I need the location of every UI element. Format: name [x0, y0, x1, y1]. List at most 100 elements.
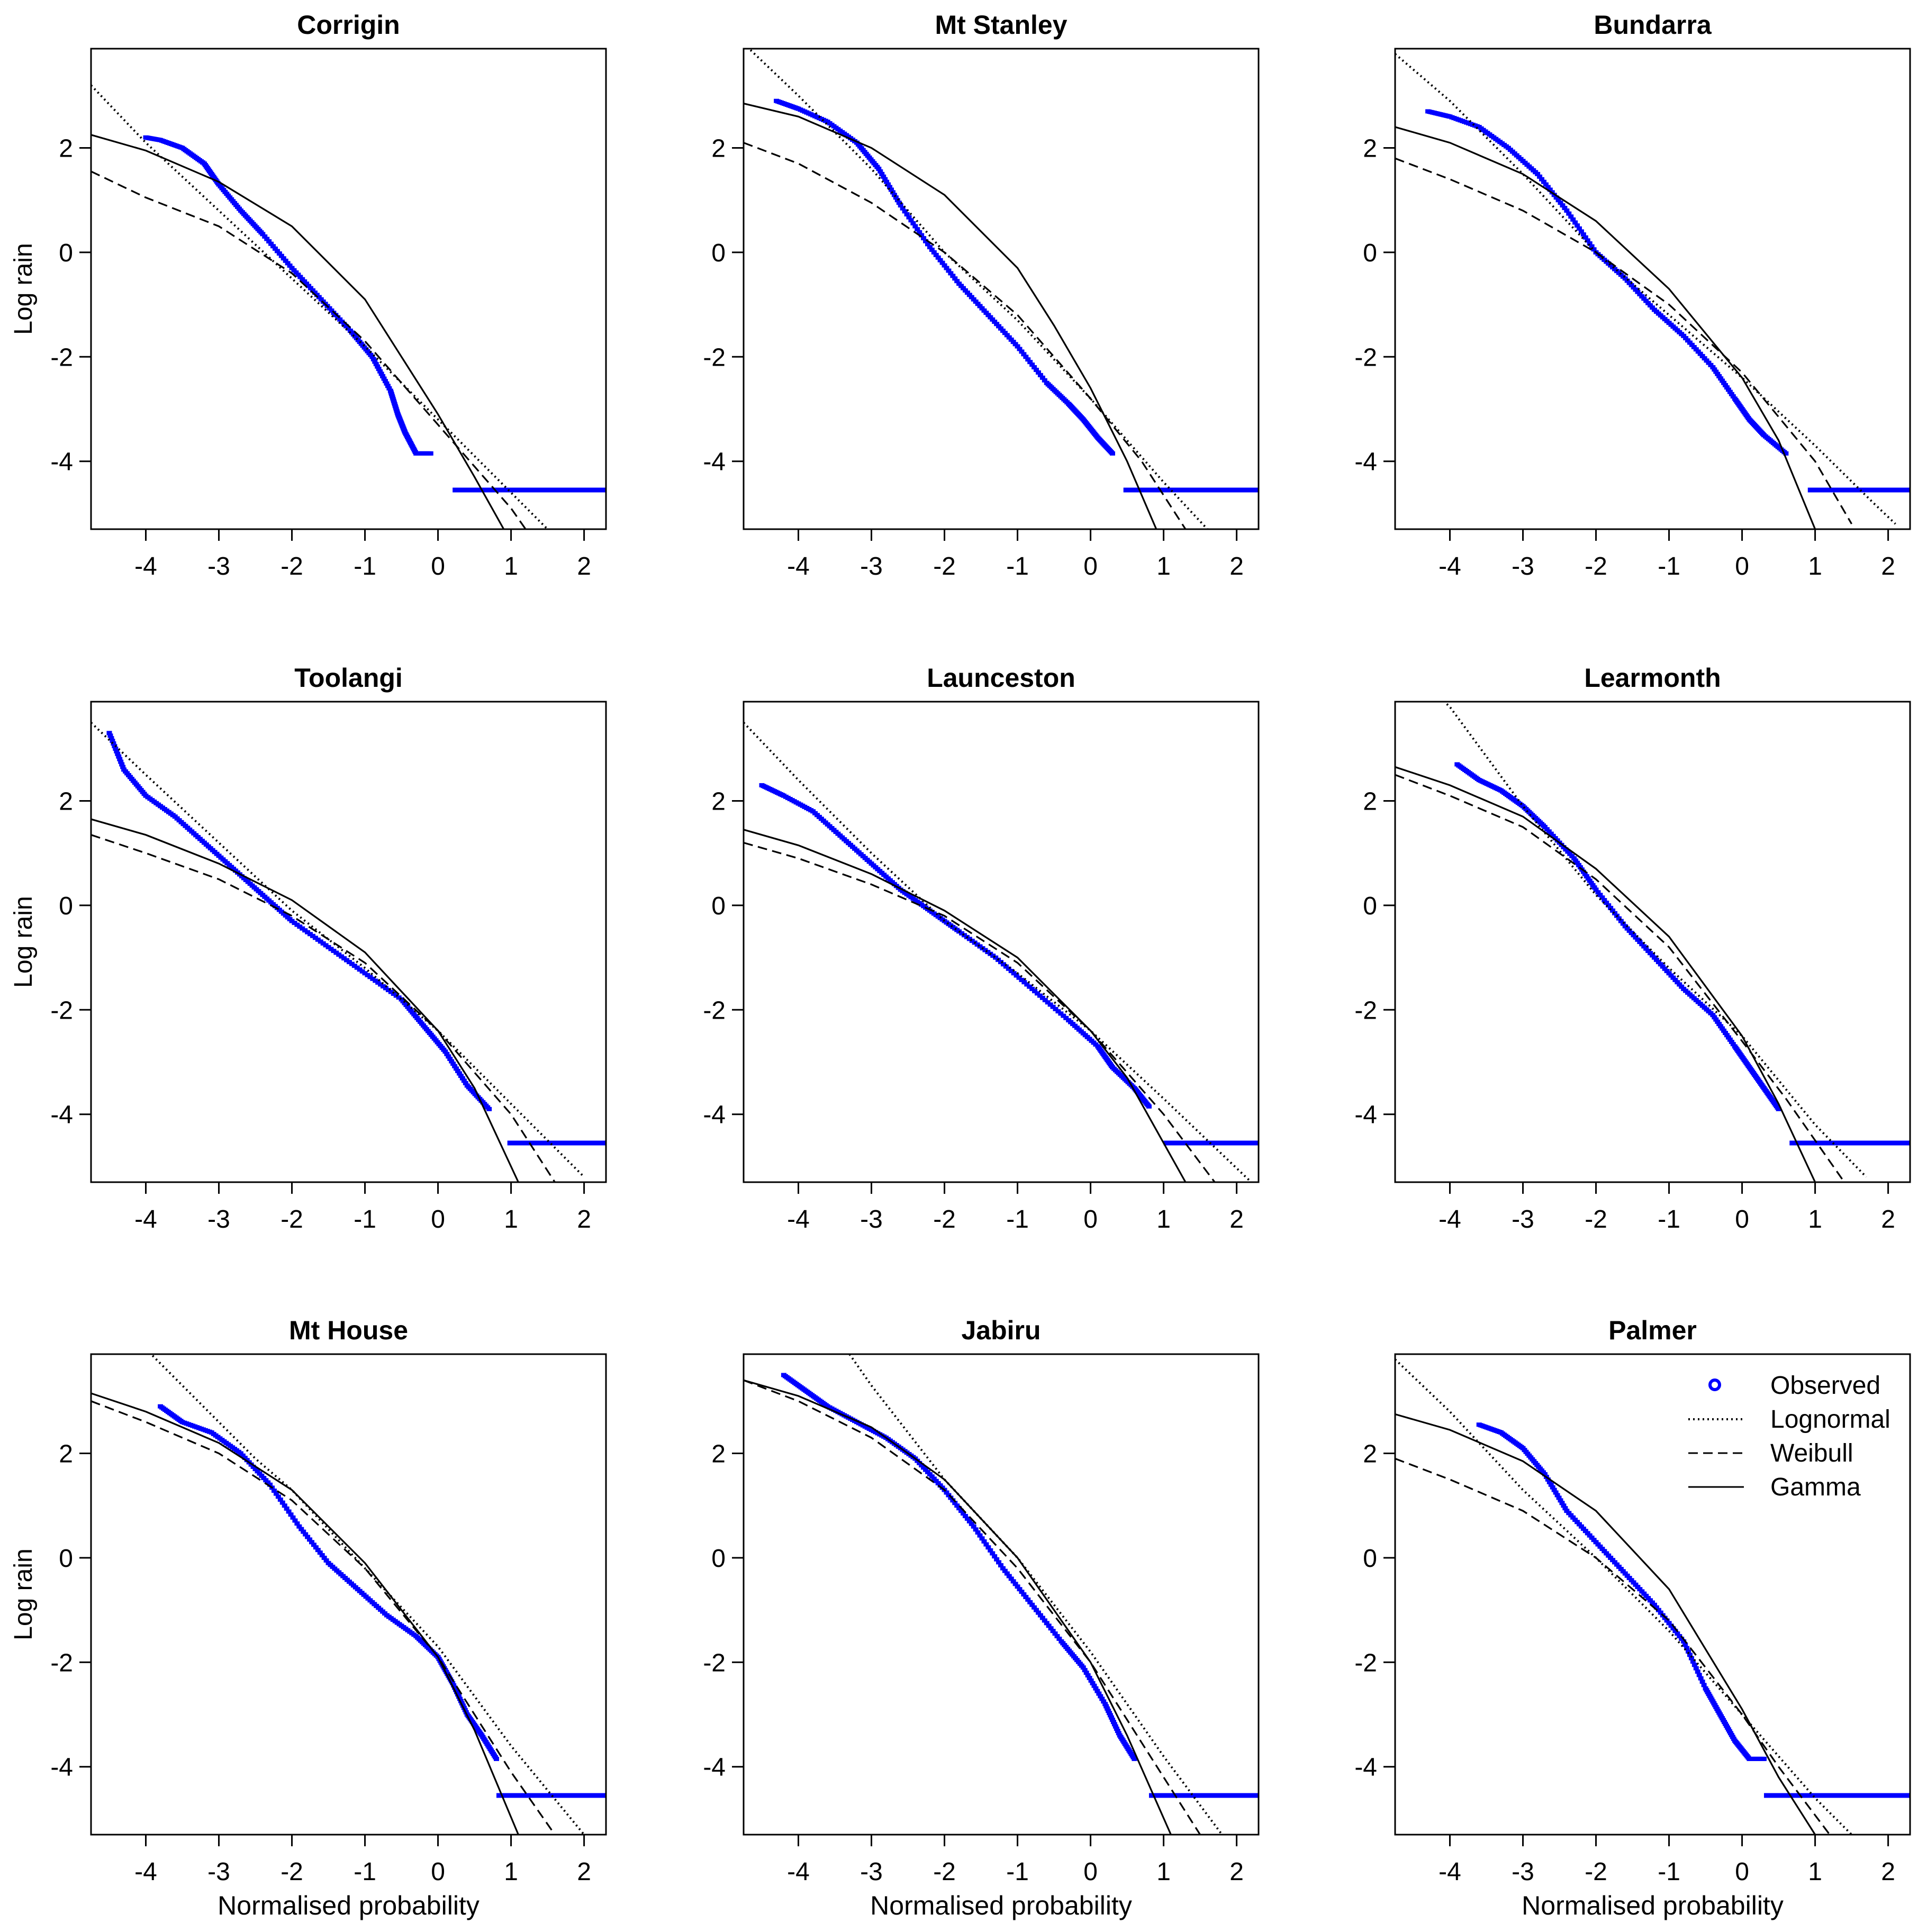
observed-point [884, 179, 890, 184]
observed-point [1708, 362, 1714, 367]
observed-point [1545, 185, 1551, 189]
observed-point [1695, 349, 1701, 354]
observed-point [369, 355, 375, 359]
x-axis-label-jabiru: Normalised probability [870, 1891, 1132, 1920]
x-tick-label: -2 [1585, 552, 1607, 580]
y-tick-label: 0 [1363, 892, 1377, 920]
observed-point [1696, 1673, 1702, 1677]
observed-point [950, 274, 956, 278]
observed-point [1633, 935, 1639, 940]
observed-point [1017, 1587, 1023, 1592]
observed-point [1015, 1584, 1020, 1589]
observed-point [321, 1555, 327, 1560]
observed-point [1010, 1579, 1016, 1584]
observed-point [1019, 349, 1025, 354]
x-tick-label: -3 [1512, 552, 1534, 580]
observed-point [877, 169, 883, 174]
observed-point [996, 1560, 1002, 1565]
observed-point [1686, 1649, 1691, 1654]
y-tick-label: 0 [711, 239, 726, 267]
observed-point [1006, 335, 1012, 340]
observed-point [1721, 1028, 1727, 1033]
observed-point [1094, 1689, 1100, 1693]
observed-point [446, 1054, 451, 1059]
observed-point [1585, 876, 1591, 881]
series-gamma-palmer [1395, 1413, 1816, 1835]
y-tick-label: -2 [703, 996, 726, 1024]
observed-point [1713, 1017, 1719, 1022]
observed-point [1037, 993, 1043, 998]
observed-point [1681, 1639, 1687, 1644]
observed-point [1055, 1009, 1061, 1014]
observed-point [1565, 849, 1571, 854]
observed-point [927, 1472, 933, 1476]
observed-point [1103, 1704, 1109, 1709]
observed-point [994, 1557, 1000, 1562]
observed-point [458, 1699, 464, 1703]
observed-point [1635, 1584, 1641, 1589]
panel-jabiru: Jabiru -4 -3 -2 -1 0 1 2 -4 -2 0 2 Normalised probab… [703, 1316, 1260, 1920]
observed-point [1063, 1015, 1069, 1020]
series-gamma-bundarra [1395, 126, 1816, 529]
observed-point [1046, 1623, 1052, 1628]
y-tick-label: 0 [711, 892, 726, 920]
observed-point [257, 1471, 263, 1476]
observed-point [456, 1071, 462, 1076]
observed-point [1650, 305, 1655, 310]
observed-point [275, 1494, 281, 1499]
observed-point [1010, 340, 1016, 344]
observed-point [337, 317, 343, 322]
observed-point [274, 249, 280, 253]
x-tick-label: 0 [431, 1205, 445, 1233]
observed-point [961, 1511, 966, 1516]
observed-point [270, 244, 276, 249]
observed-point [278, 253, 284, 258]
observed-point [1576, 1522, 1582, 1527]
x-tick-label: -3 [860, 1858, 883, 1886]
observed-point [992, 1554, 998, 1559]
series-gamma-mt-house [91, 1392, 519, 1835]
observed-point [1716, 1022, 1722, 1027]
x-tick-label: 0 [1735, 1205, 1749, 1233]
observed-point [1029, 362, 1035, 367]
plot-frame-learmonth [1394, 701, 1911, 1183]
y-tick-label: -2 [703, 1649, 726, 1677]
legend-entry-lognormal: Lognormal [1688, 1405, 1890, 1434]
x-tick-label: -2 [933, 552, 956, 580]
observed-point [264, 237, 270, 241]
observed-point [377, 369, 383, 374]
observed-point [971, 1524, 976, 1529]
observed-point [1561, 845, 1567, 849]
observed-point [902, 209, 908, 214]
panel-title-mt-house: Mt House [289, 1316, 408, 1345]
observed-point [979, 306, 985, 311]
observed-point [1720, 1026, 1725, 1031]
observed-point [1054, 1634, 1060, 1638]
observed-point [1050, 1629, 1056, 1634]
observed-point [948, 271, 954, 276]
plot-area-jabiru [744, 1354, 1259, 1835]
y-tick-label: -2 [50, 996, 73, 1024]
observed-point [1576, 226, 1582, 231]
observed-point [921, 236, 927, 241]
observed-point [1718, 376, 1724, 381]
legend-label-lognormal: Lognormal [1770, 1405, 1890, 1434]
observed-point [933, 1479, 939, 1483]
observed-point [453, 1688, 459, 1692]
observed-point [1687, 340, 1693, 345]
observed-point [279, 1500, 285, 1505]
observed-point [1637, 1587, 1643, 1592]
observed-point [313, 1545, 319, 1550]
observed-point [1039, 1616, 1045, 1620]
observed-point [1610, 1558, 1616, 1563]
observed-point [1546, 829, 1552, 834]
x-tick-label: -3 [207, 1205, 230, 1233]
observed-point [985, 313, 991, 318]
y-tick-label: 2 [59, 135, 73, 163]
observed-point [1591, 1538, 1597, 1543]
observed-point [1021, 980, 1027, 985]
observed-point [1626, 280, 1632, 285]
observed-point [994, 322, 1000, 326]
observed-point [1006, 1574, 1012, 1579]
observed-point [298, 1527, 304, 1531]
